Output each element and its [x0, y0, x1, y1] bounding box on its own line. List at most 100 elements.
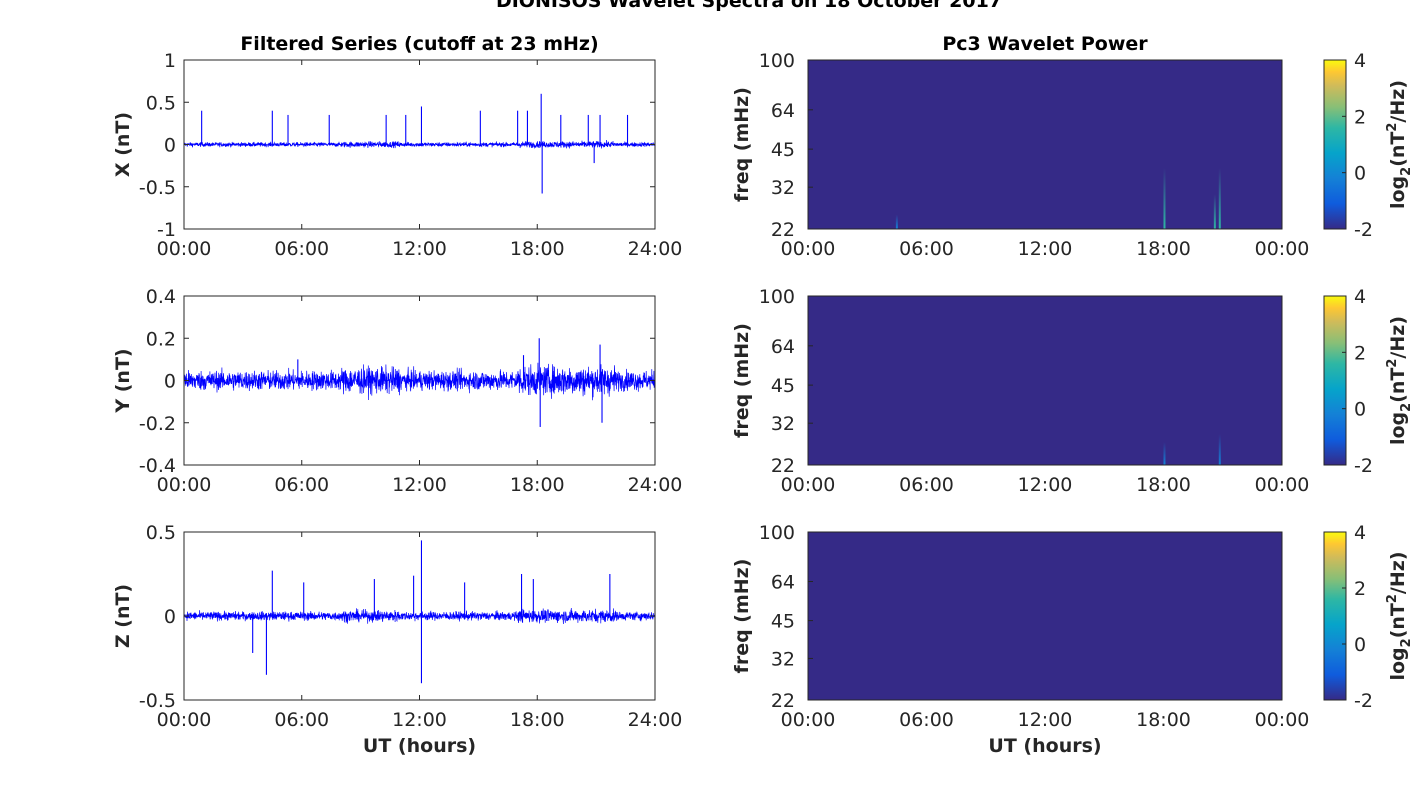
power-streak — [1163, 442, 1166, 465]
y-tick-label: -0.2 — [139, 413, 176, 435]
x-tick-label: 18:00 — [510, 474, 565, 496]
x-tick-label: 12:00 — [392, 238, 447, 260]
colorbar-tick-label: 0 — [1354, 634, 1366, 656]
y-tick-label: -1 — [157, 219, 176, 241]
x-tick-label: 00:00 — [781, 709, 836, 731]
y-tick-label: 0 — [164, 135, 176, 157]
y-tick-label: 100 — [759, 286, 795, 308]
colorbar-tick-label: 0 — [1354, 399, 1366, 421]
x-tick-label: 00:00 — [781, 474, 836, 496]
colorbar-tick-label: 4 — [1354, 286, 1366, 308]
colorbar-tick-label: -2 — [1354, 690, 1373, 712]
figure-title: DIONISOS Wavelet Spectra on 18 October 2… — [496, 0, 1002, 12]
y-axis-label: freq (mHz) — [731, 559, 753, 674]
y-axis-label: X (nT) — [112, 112, 134, 177]
y-tick-label: 0 — [164, 371, 176, 393]
x-tick-label: 18:00 — [1136, 474, 1191, 496]
y-tick-label: -0.4 — [139, 455, 176, 477]
y-tick-label: 0.5 — [146, 522, 176, 544]
x-tick-label: 00:00 — [157, 238, 212, 260]
y-axis-label: Y (nT) — [112, 348, 134, 413]
spectrogram-background — [808, 296, 1282, 465]
power-streak — [1218, 167, 1221, 229]
colorbar: 4 2 0 -2 log2(nT2/Hz) — [1323, 522, 1414, 712]
x-tick-label: 06:00 — [899, 709, 954, 731]
power-streak — [895, 214, 898, 229]
y-tick-label: 0.5 — [146, 92, 176, 114]
axes-box — [807, 531, 1283, 701]
y-tick-label: 100 — [759, 50, 795, 72]
x-tick-label: 18:00 — [510, 709, 565, 731]
colorbar-tick-label: 4 — [1354, 522, 1366, 544]
y-tick-label: 0.2 — [146, 328, 176, 350]
y-tick-label: 64 — [771, 572, 795, 594]
x-tick-label: 06:00 — [274, 238, 329, 260]
x-tick-label: 06:00 — [274, 474, 329, 496]
x-tick-label: 18:00 — [1136, 238, 1191, 260]
y-tick-label: 32 — [771, 648, 795, 670]
colorbar-tick-label: 2 — [1354, 106, 1366, 128]
colorbar-tick-label: -2 — [1354, 455, 1373, 477]
x-tick-label: 00:00 — [1255, 709, 1310, 731]
y-axis-label: freq (mHz) — [731, 323, 753, 438]
colorbar-label: log2(nT2/Hz) — [1385, 80, 1414, 209]
y-tick-label: 45 — [771, 375, 795, 397]
trace-filtered-y — [183, 362, 656, 401]
colorbar-tick-label: 2 — [1354, 578, 1366, 600]
y-tick-label: 64 — [771, 100, 795, 122]
x-tick-label: 12:00 — [1018, 709, 1073, 731]
x-tick-label: 18:00 — [510, 238, 565, 260]
y-tick-label: 100 — [759, 522, 795, 544]
x-tick-label: 00:00 — [157, 709, 212, 731]
x-tick-label: 00:00 — [1255, 474, 1310, 496]
y-tick-label: 22 — [771, 690, 795, 712]
y-tick-label: 32 — [771, 413, 795, 435]
y-tick-label: 32 — [771, 177, 795, 199]
x-tick-label: 06:00 — [274, 709, 329, 731]
colorbar-gradient — [1323, 295, 1347, 466]
colorbar-label: log2(nT2/Hz) — [1385, 316, 1414, 445]
colorbar-gradient — [1323, 531, 1347, 701]
line-panel-filtered-z: 0.5 0 -0.500:00 06:00 12:00 18:00 24:00 Z (nT) U… — [112, 522, 682, 757]
x-tick-label: 18:00 — [1136, 709, 1191, 731]
colorbar: 4 2 0 -2 log2(nT2/Hz) — [1323, 50, 1414, 241]
line-panel-filtered-y: 0.4 0.2 0 -0.2 -0.400:00 06:00 12:00 18:00 24:00… — [112, 286, 682, 496]
x-tick-label: 06:00 — [899, 474, 954, 496]
colorbar: 4 2 0 -2 log2(nT2/Hz) — [1323, 286, 1414, 477]
colorbar-tick-label: 2 — [1354, 342, 1366, 364]
y-tick-label: 0 — [164, 606, 176, 628]
colorbar-gradient — [1323, 59, 1347, 230]
axes-box — [807, 295, 1283, 466]
y-tick-label: 64 — [771, 336, 795, 358]
power-streak — [1163, 167, 1166, 229]
x-tick-label: 12:00 — [1018, 474, 1073, 496]
trace-filtered-x — [183, 139, 656, 149]
colorbar-tick-label: 4 — [1354, 50, 1366, 72]
spectrogram-background — [808, 532, 1282, 700]
x-tick-label: 12:00 — [1018, 238, 1073, 260]
x-tick-label: 00:00 — [157, 474, 212, 496]
x-tick-label: 12:00 — [392, 474, 447, 496]
colorbar-label: log2(nT2/Hz) — [1385, 551, 1414, 680]
x-axis-label: UT (hours) — [363, 735, 476, 757]
power-streak — [1213, 194, 1216, 229]
y-tick-label: -0.5 — [139, 690, 176, 712]
y-axis-label: Z (nT) — [112, 584, 134, 648]
x-tick-label: 24:00 — [628, 474, 683, 496]
power-streak — [1218, 434, 1221, 465]
panel-title: Pc3 Wavelet Power — [942, 33, 1148, 55]
x-axis-label: UT (hours) — [988, 735, 1101, 757]
x-tick-label: 24:00 — [628, 238, 683, 260]
y-tick-label: 1 — [164, 50, 176, 72]
x-tick-label: 06:00 — [899, 238, 954, 260]
y-tick-label: -0.5 — [139, 177, 176, 199]
panel-title: Filtered Series (cutoff at 23 mHz) — [240, 33, 598, 55]
y-tick-label: 45 — [771, 139, 795, 161]
line-panel-filtered-x: 1 0.5 0 -0.5 -100:00 06:00 12:00 18:00 24:00 Filt… — [112, 33, 682, 260]
x-tick-label: 12:00 — [392, 709, 447, 731]
y-tick-label: 45 — [771, 611, 795, 633]
